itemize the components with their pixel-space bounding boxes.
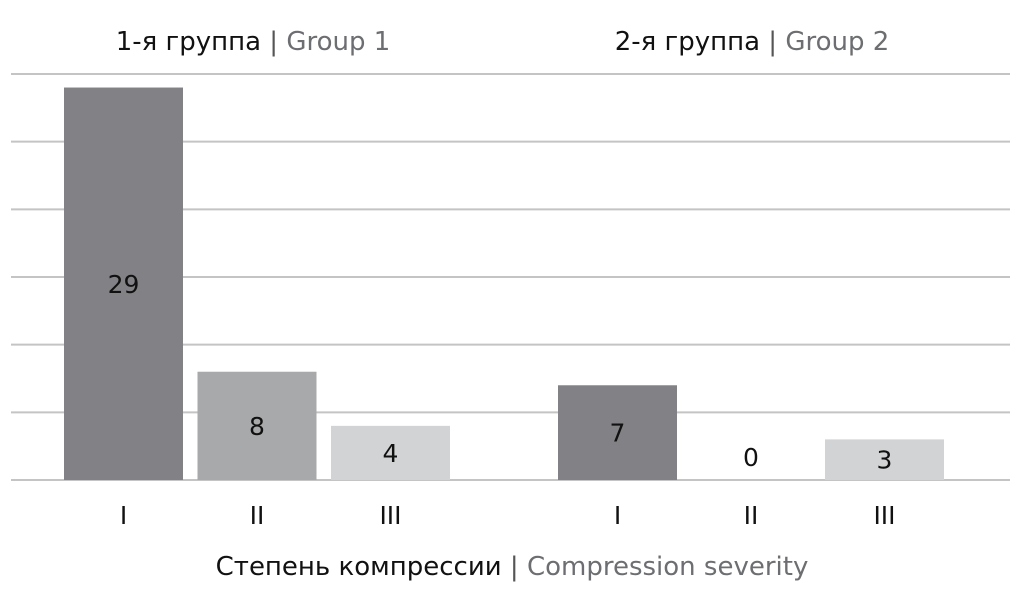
x-axis-label-en: Compression severity: [527, 552, 808, 582]
data-label: 7: [610, 419, 626, 448]
x-tick-label: II: [744, 501, 759, 530]
x-tick-label: III: [873, 501, 895, 530]
x-axis-label-separator: |: [502, 552, 527, 582]
data-label: 0: [743, 443, 759, 472]
data-label: 4: [383, 439, 399, 468]
x-tick-label: II: [250, 501, 265, 530]
x-tick-label: I: [614, 501, 621, 530]
bar-I: [558, 385, 677, 480]
group-title-separator: |: [760, 27, 785, 57]
group-title-separator: |: [261, 27, 286, 57]
group-title-en: Group 2: [785, 27, 889, 57]
group-title-en: Group 1: [286, 27, 390, 57]
x-tick-label: I: [120, 501, 127, 530]
bar-III: [331, 425, 450, 480]
x-tick-label: III: [379, 501, 401, 530]
group-title-ru: 1-я группа: [116, 27, 261, 57]
bar-II: [197, 371, 317, 480]
bar-I: [64, 87, 183, 481]
x-axis-label-ru: Степень компрессии: [216, 552, 502, 582]
group-title: 1-я группа | Group 1: [116, 27, 391, 57]
data-label: 29: [108, 270, 140, 299]
data-label: 8: [249, 412, 265, 441]
x-axis-label: Степень компрессии | Compression severit…: [216, 552, 809, 582]
group-title: 2-я группа | Group 2: [615, 27, 890, 57]
data-label: 3: [877, 446, 893, 475]
bar-III: [825, 439, 944, 480]
group-title-ru: 2-я группа: [615, 27, 760, 57]
